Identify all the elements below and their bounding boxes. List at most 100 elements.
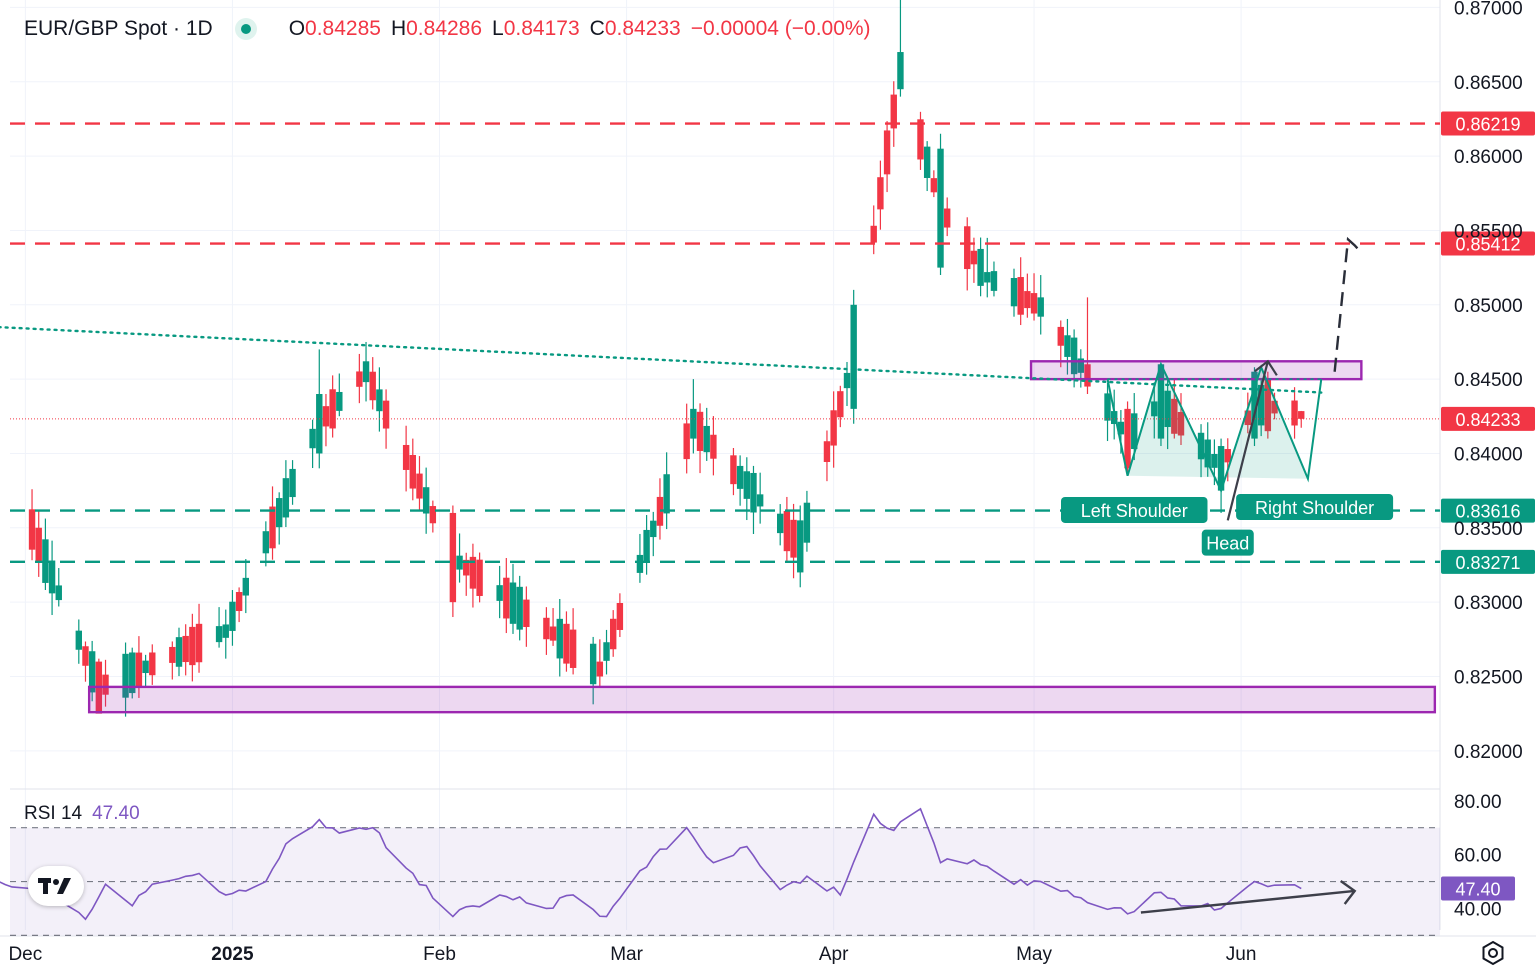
candle-body bbox=[1257, 384, 1265, 426]
pattern-label-box bbox=[1201, 529, 1254, 556]
candle-body bbox=[783, 510, 791, 552]
symbol-title[interactable]: EUR/GBP Spot · 1D bbox=[24, 17, 213, 40]
candle bbox=[82, 641, 89, 682]
candle bbox=[376, 367, 383, 432]
candle bbox=[549, 608, 557, 646]
candle bbox=[1024, 273, 1031, 318]
candle-body bbox=[596, 661, 604, 677]
candle-body bbox=[690, 408, 697, 439]
candle bbox=[129, 647, 136, 699]
rsi-divergence-arrow bbox=[1140, 889, 1355, 914]
candle-body bbox=[890, 94, 897, 129]
price-level-label: 0.83616 bbox=[1455, 502, 1520, 522]
candle-body bbox=[222, 624, 229, 638]
time-tick-label: Dec bbox=[8, 944, 42, 965]
rsi-legend[interactable]: RSI 14 47.40 bbox=[18, 803, 146, 825]
candle-body bbox=[883, 130, 891, 175]
candle-body bbox=[1211, 453, 1218, 468]
candle-body bbox=[175, 637, 183, 667]
candle bbox=[1010, 268, 1018, 317]
candle-body bbox=[75, 630, 82, 650]
candle-body bbox=[1030, 293, 1038, 314]
candle bbox=[636, 533, 644, 583]
candle bbox=[382, 389, 390, 449]
candle bbox=[28, 489, 36, 561]
candle bbox=[696, 403, 704, 474]
open-label: O bbox=[288, 17, 306, 40]
candle-body bbox=[1124, 408, 1131, 469]
candle-body bbox=[509, 582, 517, 624]
candle-body bbox=[843, 372, 851, 389]
candle bbox=[790, 503, 797, 579]
candle bbox=[1057, 320, 1064, 368]
candle bbox=[309, 419, 316, 469]
candle-body bbox=[656, 496, 664, 526]
candle bbox=[35, 509, 42, 577]
gear-icon[interactable] bbox=[1479, 939, 1507, 967]
candle bbox=[509, 563, 517, 634]
candle-body bbox=[877, 177, 884, 210]
candle bbox=[616, 593, 624, 638]
pattern-label-box bbox=[1060, 496, 1208, 523]
candle bbox=[282, 460, 290, 528]
candle-body bbox=[102, 674, 109, 695]
candle-body bbox=[476, 559, 483, 596]
candle-body bbox=[797, 520, 804, 573]
candle bbox=[777, 504, 784, 546]
candle bbox=[416, 456, 423, 511]
projection-path bbox=[1333, 236, 1363, 372]
candle bbox=[923, 141, 931, 192]
candle bbox=[964, 217, 971, 291]
candle-body bbox=[516, 586, 523, 630]
candle bbox=[429, 500, 437, 533]
candle-body bbox=[616, 603, 624, 630]
candle bbox=[603, 629, 610, 675]
candle bbox=[55, 568, 62, 607]
candle bbox=[215, 607, 223, 648]
market-status-icon[interactable] bbox=[234, 18, 257, 40]
candle-body bbox=[837, 391, 844, 418]
candle-body bbox=[456, 555, 463, 570]
price-tick-label: 0.84000 bbox=[1454, 444, 1523, 465]
last-price-tag bbox=[1441, 406, 1535, 431]
candle bbox=[336, 373, 343, 417]
candle-body bbox=[683, 423, 690, 460]
candle-body bbox=[984, 272, 991, 283]
candle-body bbox=[650, 520, 657, 538]
pattern-label: Right Shoulder bbox=[1255, 498, 1374, 518]
candle-body bbox=[556, 618, 563, 659]
candle bbox=[556, 599, 563, 677]
candle bbox=[1157, 364, 1165, 447]
candle-body bbox=[610, 618, 617, 650]
candle bbox=[1131, 393, 1138, 461]
candle-body bbox=[282, 478, 290, 518]
candle bbox=[1151, 382, 1158, 439]
candle bbox=[88, 640, 96, 702]
candle bbox=[463, 552, 470, 596]
low-label: L bbox=[492, 17, 504, 40]
candle-body bbox=[870, 225, 877, 243]
candle-body bbox=[1271, 400, 1278, 414]
candle bbox=[229, 590, 236, 646]
candle-body bbox=[803, 502, 811, 543]
candle bbox=[1077, 349, 1084, 388]
candle-body bbox=[777, 513, 784, 534]
candle bbox=[803, 490, 811, 552]
candle bbox=[610, 610, 617, 657]
candle-body bbox=[28, 509, 36, 550]
candle-body bbox=[289, 468, 296, 498]
candle-body bbox=[1117, 421, 1125, 435]
candle-body bbox=[262, 531, 270, 554]
candle-body bbox=[696, 411, 704, 451]
candle bbox=[970, 237, 978, 283]
price-level-label: 0.86219 bbox=[1455, 115, 1520, 135]
high-value: 0.84286 bbox=[406, 17, 483, 40]
tradingview-logo-icon[interactable] bbox=[28, 866, 84, 906]
price-tick-label: 0.85500 bbox=[1454, 221, 1523, 242]
candle bbox=[750, 465, 757, 535]
pattern-label: Left Shoulder bbox=[1081, 501, 1188, 521]
candle bbox=[142, 654, 149, 687]
close-value: 0.84233 bbox=[604, 17, 681, 40]
candle bbox=[356, 353, 363, 404]
